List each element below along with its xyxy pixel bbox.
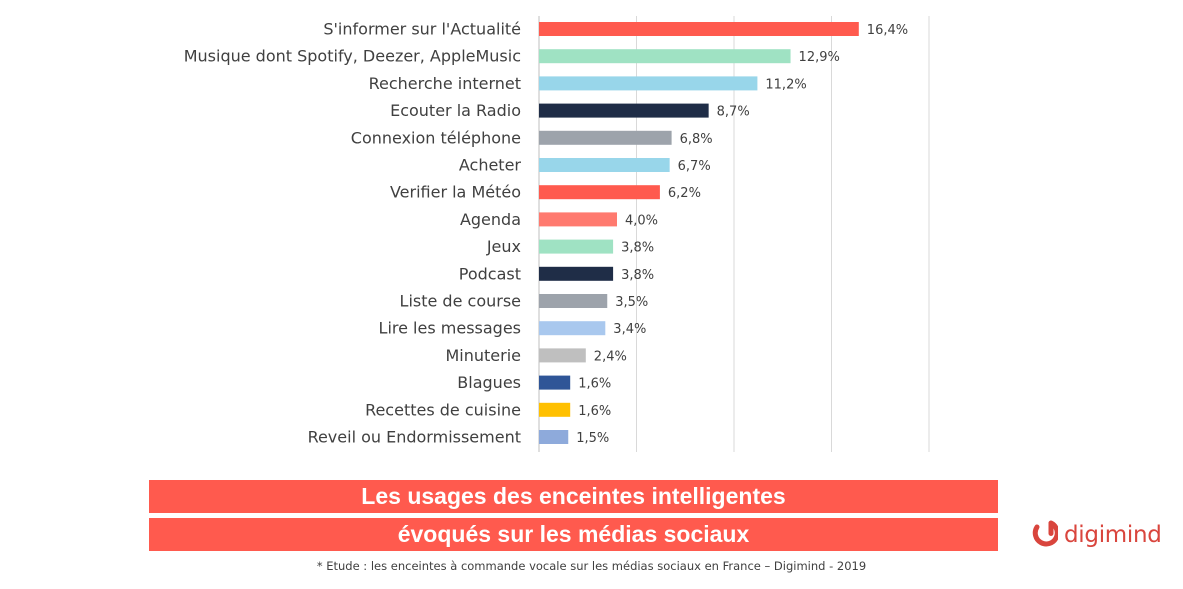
bar: [539, 294, 608, 308]
value-label: 1,6%: [578, 404, 611, 419]
value-label: 3,5%: [615, 295, 648, 310]
value-label: 3,8%: [621, 268, 654, 283]
category-label: Agenda: [460, 210, 521, 229]
value-label: 16,4%: [867, 23, 908, 38]
bar: [539, 348, 586, 363]
banner-title-line-2: évoqués sur les médias sociaux: [149, 518, 998, 551]
category-label: Recherche internet: [369, 74, 521, 93]
value-label: 11,2%: [765, 77, 806, 92]
category-label: Podcast: [459, 264, 521, 283]
category-label: Recettes de cuisine: [365, 400, 521, 419]
value-label: 6,7%: [678, 159, 711, 174]
bar-chart: S'informer sur l'Actualité 16,4% Musique d…: [184, 16, 930, 452]
bar: [539, 239, 614, 254]
value-label: 3,4%: [613, 322, 646, 337]
value-label: 2,4%: [594, 349, 627, 364]
digimind-logo: digimind: [1030, 518, 1162, 552]
value-label: 6,8%: [680, 132, 713, 147]
bar: [539, 375, 571, 390]
bar: [539, 103, 709, 118]
logo-text: digimind: [1064, 522, 1162, 548]
bar: [539, 185, 660, 200]
value-label: 6,2%: [668, 186, 701, 201]
banner-title-line-1: Les usages des enceintes intelligentes: [149, 480, 998, 513]
category-label: Acheter: [459, 156, 522, 175]
value-label: 8,7%: [717, 105, 750, 120]
category-label: Liste de course: [400, 292, 521, 311]
category-label: Reveil ou Endormissement: [308, 428, 521, 447]
chart: S'informer sur l'Actualité 16,4% Musique d…: [184, 16, 930, 452]
value-label: 12,9%: [799, 50, 840, 65]
value-label: 1,5%: [576, 431, 609, 446]
bar: [539, 266, 614, 281]
value-label: 3,8%: [621, 241, 654, 256]
category-label: Ecouter la Radio: [390, 101, 521, 120]
footnote: * Etude : les enceintes à commande vocal…: [316, 559, 867, 573]
bar: [539, 158, 670, 172]
category-label: Verifier la Météo: [390, 183, 521, 202]
category-label: Jeux: [486, 237, 521, 256]
category-label: Minuterie: [445, 346, 521, 365]
category-label: S'informer sur l'Actualité: [323, 20, 521, 39]
bar: [539, 402, 571, 417]
category-label: Lire les messages: [379, 319, 521, 338]
category-label: Connexion téléphone: [351, 128, 521, 147]
bar: [539, 321, 606, 336]
bar: [539, 49, 791, 64]
digimind-logo-icon: [1032, 520, 1058, 547]
value-label: 4,0%: [625, 213, 658, 228]
category-label: Musique dont Spotify, Deezer, AppleMusic: [184, 47, 521, 66]
bar: [539, 130, 672, 145]
category-label: Blagues: [457, 373, 521, 392]
bar: [539, 22, 859, 36]
bar: [539, 430, 569, 444]
value-label: 1,6%: [578, 377, 611, 392]
bar: [539, 76, 758, 91]
bar: [539, 212, 617, 227]
